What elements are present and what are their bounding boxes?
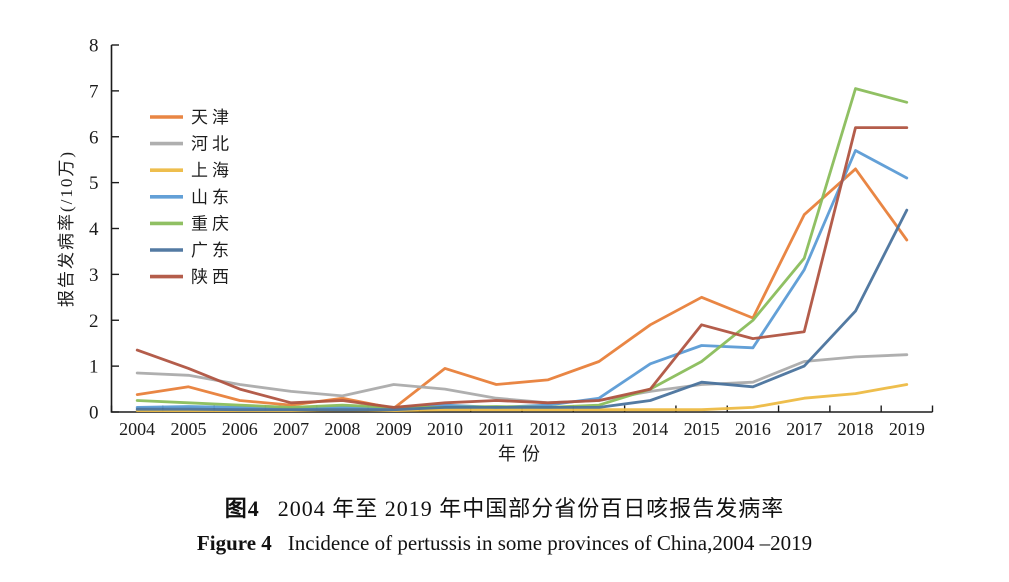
x-tick-label: 2011 [479,419,514,439]
x-tick-label: 2006 [222,419,258,439]
y-axis-title: 报告发病率(/10万) [57,150,76,307]
legend-label-广东: 广东 [191,241,233,260]
caption-chinese: 图4 2004 年至 2019 年中国部分省份百日咳报告发病率 [0,492,1009,526]
y-tick-label: 8 [89,36,99,57]
caption-cn-text: 2004 年至 2019 年中国部分省份百日咳报告发病率 [277,496,785,521]
legend-label-陕西: 陕西 [191,268,233,287]
x-tick-label: 2004 [119,419,155,439]
y-tick-label: 3 [89,265,99,286]
y-tick-label: 6 [89,127,99,148]
y-tick-label: 2 [89,311,99,332]
x-tick-label: 2012 [530,419,566,439]
y-tick-label: 4 [89,219,99,240]
legend-label-重庆: 重庆 [191,214,233,233]
caption-english: Figure 4 Incidence of pertussis in some p… [0,526,1009,560]
legend-label-上海: 上海 [191,161,233,180]
x-tick-label: 2017 [786,419,822,439]
axes [110,45,933,413]
x-tick-label: 2014 [632,419,668,439]
series-line-山东 [135,149,909,410]
x-tick-label: 2009 [376,419,412,439]
y-tick-label: 5 [89,173,99,194]
series-line-河北 [135,353,909,405]
y-tick-label: 1 [89,357,99,378]
x-tick-label: 2007 [273,419,309,439]
series-line-广东 [135,208,909,412]
series-line-陕西 [135,126,909,409]
caption-en-text: Incidence of pertussis in some provinces… [287,531,813,555]
x-tick-label: 2005 [170,419,206,439]
x-tick-label: 2019 [889,419,925,439]
legend-label-天津: 天津 [191,108,233,127]
legend-label-山东: 山东 [191,188,233,207]
legend-label-河北: 河北 [191,135,233,154]
series-line-天津 [135,167,909,410]
x-tick-label: 2010 [427,419,463,439]
x-tick-label: 2015 [684,419,720,439]
caption-cn-label: 图4 [224,496,260,521]
x-tick-label: 2013 [581,419,617,439]
x-axis-title: 年份 [498,444,546,464]
x-tick-label: 2018 [838,419,874,439]
y-tick-label: 7 [89,81,99,102]
figure-captions: 图4 2004 年至 2019 年中国部分省份百日咳报告发病率 Figure 4 I… [0,492,1009,560]
y-tick-label: 0 [89,403,99,424]
x-tick-label: 2008 [324,419,360,439]
pertussis-line-chart: 0 1 2 3 4 5 6 7 8 2004 2005 2006 2007 2008 2009 2010 201… [57,36,934,464]
series-line-重庆 [135,87,909,409]
x-tick-label: 2016 [735,419,771,439]
caption-en-label: Figure 4 [196,531,272,555]
